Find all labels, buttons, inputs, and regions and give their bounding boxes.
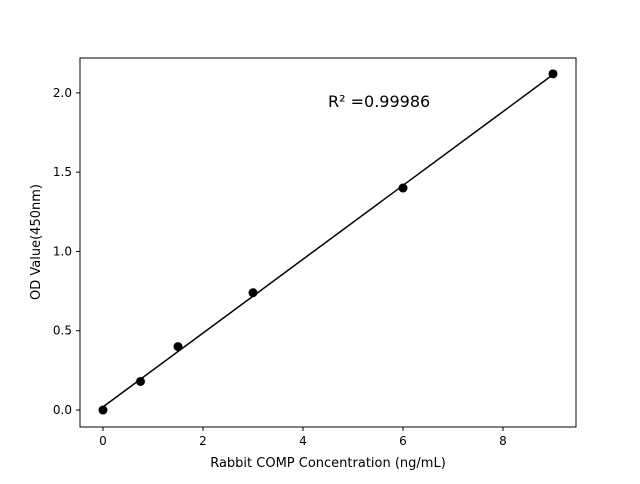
y-tick-label: 2.0	[53, 86, 72, 100]
data-point	[173, 342, 183, 352]
x-tick-label: 4	[299, 434, 307, 448]
x-tick-label: 6	[399, 434, 407, 448]
data-point	[548, 69, 558, 79]
data-point	[98, 405, 108, 415]
x-tick-label: 8	[499, 434, 507, 448]
y-tick-label: 0.5	[53, 324, 72, 338]
x-tick-label: 2	[199, 434, 207, 448]
y-tick-label: 0.0	[53, 403, 72, 417]
y-axis-label: OD Value(450nm)	[29, 184, 44, 300]
data-point	[248, 288, 258, 298]
y-tick-label: 1.5	[53, 165, 72, 179]
y-tick-label: 1.0	[53, 244, 72, 258]
x-tick-label: 0	[99, 434, 107, 448]
r-squared-annotation: R² =0.99986	[328, 92, 430, 111]
x-axis-label: Rabbit COMP Concentration (ng/mL)	[210, 456, 446, 471]
data-point	[398, 183, 408, 193]
fit-line	[102, 74, 554, 408]
data-point	[136, 376, 145, 386]
